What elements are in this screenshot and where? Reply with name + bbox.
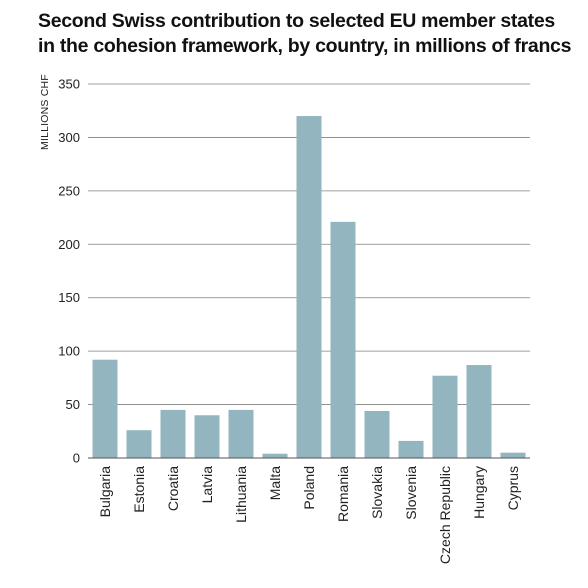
bar-czech-republic: [432, 375, 458, 458]
chart-title-line-1: Second Swiss contribution to selected EU…: [38, 10, 555, 32]
x-tick-label: Lithuania: [233, 466, 249, 523]
bar-bulgaria: [92, 359, 118, 458]
y-tick-label: 350: [58, 77, 80, 92]
chart-title-line-2: in the cohesion framework, by country, i…: [38, 35, 572, 57]
y-tick-label: 250: [58, 183, 80, 198]
x-tick-labels: Bulgaria Estonia Croatia Latvia Lithuania Mal…: [97, 466, 521, 564]
y-tick-label: 300: [58, 130, 80, 145]
y-tick-labels: 0 50 100 150 200 250 300 350: [58, 77, 80, 466]
x-tick-label: Slovakia: [369, 466, 385, 519]
y-tick-label: 0: [73, 451, 80, 466]
y-tick-label: 50: [66, 397, 80, 412]
y-axis-label: MILLIONS CHF: [39, 74, 51, 150]
x-tick-label: Malta: [267, 466, 283, 500]
bar-cyprus: [500, 452, 526, 458]
x-tick-label: Poland: [301, 466, 317, 510]
bar-hungary: [466, 365, 492, 458]
bar-poland: [296, 116, 322, 459]
x-tick-label: Hungary: [471, 466, 487, 519]
y-tick-label: 150: [58, 290, 80, 305]
bar-latvia: [194, 415, 220, 458]
x-tick-label: Czech Republic: [437, 466, 453, 564]
bar-romania: [330, 221, 356, 458]
y-tick-label: 200: [58, 237, 80, 252]
x-tick-label: Bulgaria: [97, 466, 113, 518]
y-tick-label: 100: [58, 344, 80, 359]
x-tick-label: Croatia: [165, 466, 181, 511]
x-tick-label: Slovenia: [403, 466, 419, 520]
bar-croatia: [160, 409, 186, 458]
x-tick-label: Romania: [335, 466, 351, 522]
x-tick-label: Cyprus: [505, 466, 521, 510]
x-tick-label: Estonia: [131, 466, 147, 513]
bars: [92, 116, 526, 459]
bar-estonia: [126, 430, 152, 458]
bar-slovenia: [398, 440, 424, 458]
bar-malta: [262, 453, 288, 458]
bar-slovakia: [364, 410, 390, 458]
x-tick-label: Latvia: [199, 466, 215, 504]
bar-lithuania: [228, 409, 254, 458]
